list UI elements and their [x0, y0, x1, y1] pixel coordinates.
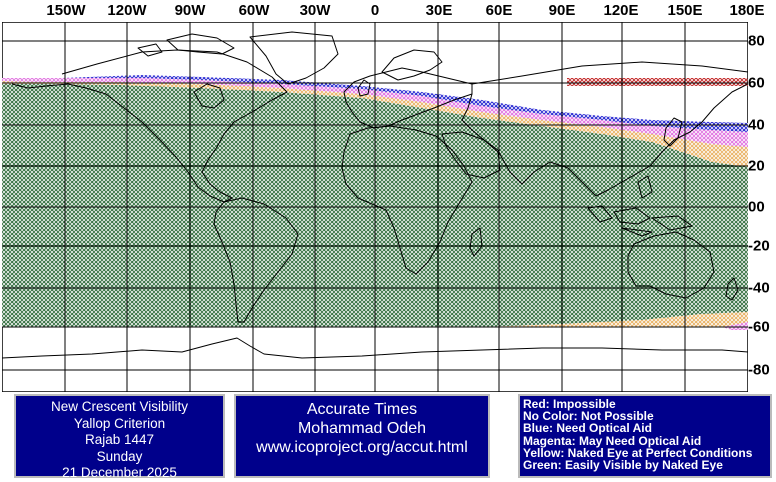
europe-coast — [343, 67, 473, 129]
lat-label-neg20: -20 — [748, 237, 770, 255]
lat-label-00: 00 — [748, 198, 765, 216]
arctic-islands — [137, 33, 235, 57]
lat-label-neg60: -60 — [748, 318, 770, 336]
japan — [663, 117, 683, 147]
zone-magenta-south — [722, 322, 748, 330]
zone-yellow-south — [482, 312, 748, 327]
british-isles — [357, 79, 371, 97]
lon-label-150e: 150E — [667, 2, 703, 19]
lon-label-60w: 60W — [238, 2, 270, 19]
scandinavia — [381, 49, 443, 81]
source-author: Mohammad Odeh — [297, 420, 427, 437]
legend-green: Green: Easily Visible by Naked Eye — [523, 458, 723, 473]
africa-coast — [341, 125, 473, 275]
coastlines — [2, 31, 748, 359]
world-visibility-map — [2, 22, 748, 392]
info-month: Rajab 1447 — [84, 432, 155, 447]
info-title: New Crescent Visibility — [50, 399, 189, 414]
legend-yellow: Yellow: Naked Eye at Perfect Conditions — [523, 445, 753, 460]
zone-blue-north — [62, 75, 748, 132]
australia-coast — [627, 231, 715, 299]
lon-label-120e: 120E — [603, 2, 639, 19]
source-url: www.icoproject.org/accut.html — [256, 439, 468, 456]
info-panel: New Crescent Visibility Yallop Criterion… — [14, 394, 225, 480]
lon-label-30w: 30W — [299, 2, 331, 19]
lat-label-neg80: -80 — [748, 361, 770, 379]
hudson-bay — [193, 83, 225, 109]
lon-label-180e: 180E — [729, 2, 765, 19]
legend-red: Red: Impossible — [523, 397, 616, 411]
north-america-coast — [11, 49, 288, 203]
lat-label-20: 20 — [748, 157, 765, 175]
antarctica-coast — [2, 337, 748, 359]
legend-panel: Red: Impossible No Color: Not Possible B… — [518, 394, 772, 478]
info-criterion: Yallop Criterion — [73, 415, 166, 431]
lon-label-30e: 30E — [425, 2, 453, 19]
source-panel: Accurate Times Mohammad Odeh www.icoproj… — [234, 394, 490, 478]
source-program: Accurate Times — [306, 401, 418, 418]
south-america-coast — [213, 197, 299, 323]
southeast-asia-islands — [587, 175, 693, 237]
lat-label-60: 60 — [748, 74, 765, 92]
zone-red — [567, 78, 748, 86]
info-weekday: Sunday — [96, 448, 143, 464]
lon-label-90w: 90W — [174, 2, 206, 19]
graticule — [2, 22, 748, 392]
legend-blue: Blue: Need Optical Aid — [523, 421, 652, 436]
arabia — [441, 131, 501, 179]
lon-label-60e: 60E — [485, 2, 513, 19]
legend-magenta: Magenta: May Need Optical Aid — [523, 433, 702, 448]
lat-label-40: 40 — [748, 116, 765, 134]
lon-label-150w: 150W — [46, 2, 86, 19]
lon-label-120w: 120W — [107, 2, 147, 19]
lat-label-80: 80 — [748, 32, 765, 50]
info-date: 21 December 2025 — [62, 465, 177, 480]
lon-label-0: 0 — [370, 2, 380, 19]
new-zealand — [725, 277, 739, 301]
asia-coast — [461, 61, 748, 197]
lat-label-neg40: -40 — [748, 279, 770, 297]
lon-label-90e: 90E — [548, 2, 576, 19]
legend-no-color: No Color: Not Possible — [523, 409, 654, 424]
